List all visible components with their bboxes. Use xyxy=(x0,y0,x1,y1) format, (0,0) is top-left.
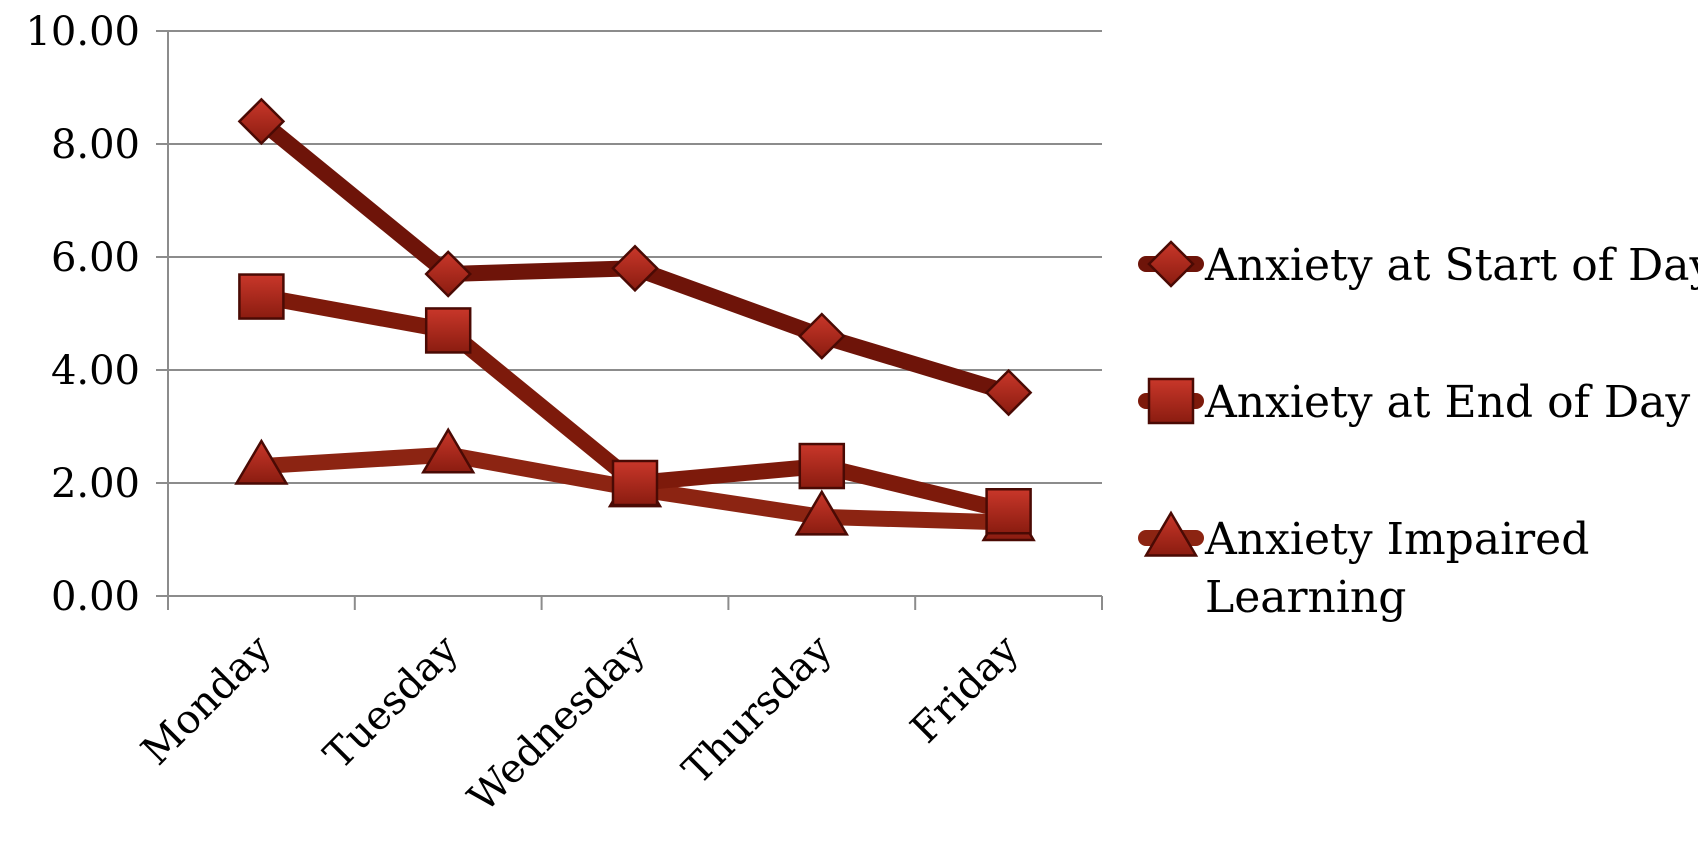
axes xyxy=(156,30,1103,610)
y-tick-label: 6.00 xyxy=(51,235,140,281)
series-group xyxy=(234,97,1036,542)
data-point xyxy=(424,250,472,298)
legend-swatch-marker xyxy=(1143,510,1199,557)
legend: Anxiety at Start of Day Anxiety at End of… xyxy=(1138,240,1698,623)
legend-swatch-marker xyxy=(1147,240,1195,288)
legend-label-line: Anxiety at End of Day xyxy=(1204,377,1690,428)
legend-label: Anxiety Impaired Learning xyxy=(1204,514,1589,623)
y-tick-label: 0.00 xyxy=(51,574,140,620)
legend-label-line: Anxiety Impaired xyxy=(1204,514,1589,565)
data-point xyxy=(798,312,846,360)
legend-entry: Anxiety at Start of Day xyxy=(1138,240,1698,291)
x-tick-label: Friday xyxy=(902,626,1028,752)
data-point xyxy=(234,438,289,485)
y-axis-ticks: 0.00 2.00 4.00 6.00 8.00 10.00 xyxy=(25,9,140,620)
data-point xyxy=(611,459,659,507)
data-point xyxy=(421,427,476,474)
legend-label-line: Learning xyxy=(1205,572,1406,623)
data-point xyxy=(984,368,1033,417)
x-tick-label: Wednesday xyxy=(460,626,655,821)
data-point xyxy=(611,244,659,293)
series-1 xyxy=(237,97,1033,417)
data-point xyxy=(237,97,286,146)
y-tick-label: 2.00 xyxy=(51,461,140,507)
data-point xyxy=(424,307,472,354)
x-tick-label: Monday xyxy=(133,626,281,774)
data-point xyxy=(794,489,849,536)
data-point xyxy=(238,273,285,320)
y-tick-label: 4.00 xyxy=(51,348,140,394)
legend-swatch-marker xyxy=(1147,377,1195,425)
x-tick-label: Tuesday xyxy=(315,626,467,778)
legend-label: Anxiety at Start of Day xyxy=(1204,240,1698,291)
y-tick-label: 10.00 xyxy=(25,9,140,55)
legend-entry: Anxiety at End of Day xyxy=(1138,377,1690,428)
x-tick-label: Thursday xyxy=(674,626,841,793)
data-point xyxy=(985,488,1032,535)
legend-label-line: Anxiety at Start of Day xyxy=(1204,240,1698,291)
series-2 xyxy=(238,273,1032,535)
data-point xyxy=(798,442,846,490)
y-tick-label: 8.00 xyxy=(51,122,140,168)
legend-entry: Anxiety Impaired Learning xyxy=(1138,510,1589,623)
legend-label: Anxiety at End of Day xyxy=(1204,377,1690,428)
